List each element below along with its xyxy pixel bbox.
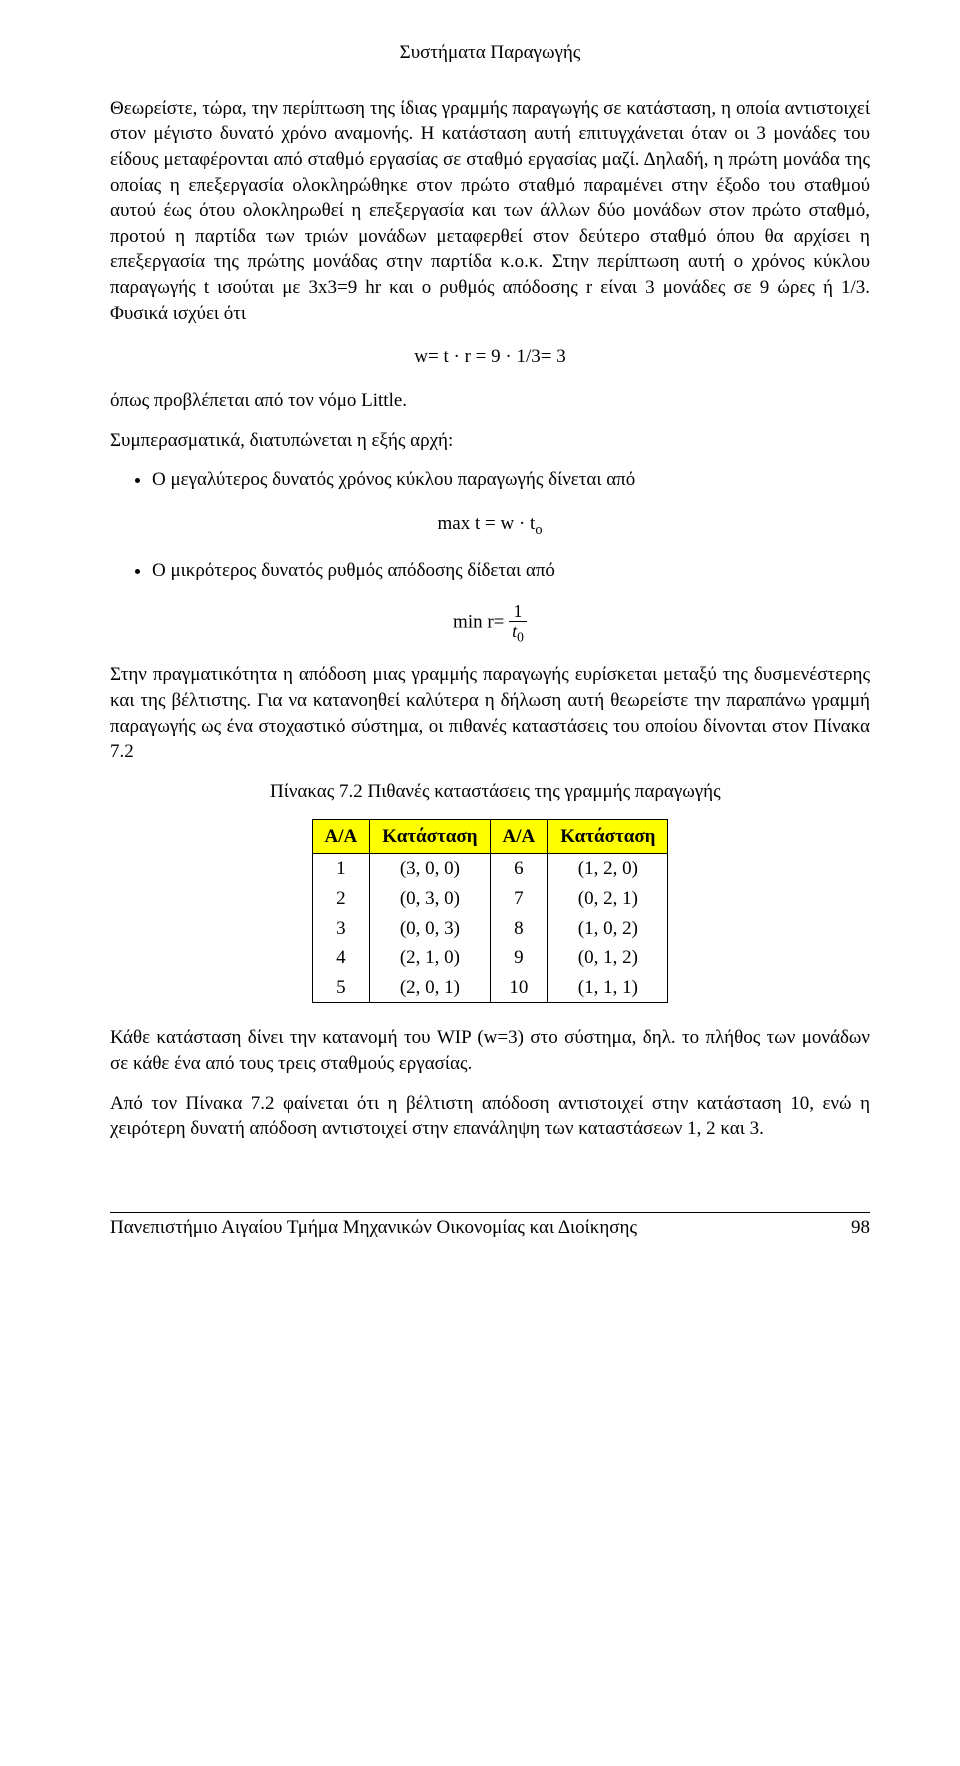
table-row: 4 (2, 1, 0) 9 (0, 1, 2) — [312, 943, 668, 973]
cell: 4 — [312, 943, 370, 973]
cell: 7 — [490, 884, 548, 914]
bullet-2: Ο μικρότερος δυνατός ρυθμός απόδοσης δίδ… — [152, 558, 870, 584]
paragraph-2: όπως προβλέπεται από τον νόμο Little. — [110, 388, 870, 414]
paragraph-1: Θεωρείστε, τώρα, την περίπτωση της ίδιας… — [110, 96, 870, 327]
eq3-den-sub: 0 — [517, 629, 524, 644]
cell: 2 — [312, 884, 370, 914]
cell: (3, 0, 0) — [370, 854, 490, 884]
cell: (1, 0, 2) — [548, 914, 668, 944]
cell: (0, 0, 3) — [370, 914, 490, 944]
cell: (1, 1, 1) — [548, 973, 668, 1003]
cell: (0, 3, 0) — [370, 884, 490, 914]
footer-left: Πανεπιστήμιο Αιγαίου Τμήμα Μηχανικών Οικ… — [110, 1215, 637, 1241]
cell: 3 — [312, 914, 370, 944]
equation-3: min r= 1 t0 — [110, 602, 870, 645]
bullet-1: Ο μεγαλύτερος δυνατός χρόνος κύκλου παρα… — [152, 467, 870, 493]
footer-page-number: 98 — [851, 1215, 870, 1241]
principles-list: Ο μεγαλύτερος δυνατός χρόνος κύκλου παρα… — [110, 467, 870, 493]
th-2: Κατάσταση — [370, 819, 490, 854]
table-row: 1 (3, 0, 0) 6 (1, 2, 0) — [312, 854, 668, 884]
table-header-row: A/A Κατάσταση A/A Κατάσταση — [312, 819, 668, 854]
cell: (2, 0, 1) — [370, 973, 490, 1003]
paragraph-4: Στην πραγματικότητα η απόδοση μιας γραμμ… — [110, 662, 870, 765]
table-row: 2 (0, 3, 0) 7 (0, 2, 1) — [312, 884, 668, 914]
cell: 8 — [490, 914, 548, 944]
paragraph-6: Από τον Πίνακα 7.2 φαίνεται ότι η βέλτισ… — [110, 1091, 870, 1142]
eq3-numerator: 1 — [509, 602, 527, 622]
equation-2: max t = w · to — [110, 511, 870, 540]
eq3-denominator: t0 — [509, 622, 527, 645]
th-1: A/A — [312, 819, 370, 854]
equation-1: w= t · r = 9 · 1/3= 3 — [110, 344, 870, 370]
cell: 9 — [490, 943, 548, 973]
cell: 6 — [490, 854, 548, 884]
paragraph-3: Συμπερασματικά, διατυπώνεται η εξής αρχή… — [110, 428, 870, 454]
eq2-sub: o — [535, 522, 542, 538]
principles-list-2: Ο μικρότερος δυνατός ρυθμός απόδοσης δίδ… — [110, 558, 870, 584]
cell: (0, 1, 2) — [548, 943, 668, 973]
th-3: A/A — [490, 819, 548, 854]
th-4: Κατάσταση — [548, 819, 668, 854]
cell: 1 — [312, 854, 370, 884]
cell: (1, 2, 0) — [548, 854, 668, 884]
table-row: 5 (2, 0, 1) 10 (1, 1, 1) — [312, 973, 668, 1003]
eq3-prefix: min r= — [453, 611, 504, 632]
eq3-fraction: 1 t0 — [509, 602, 527, 645]
cell: 10 — [490, 973, 548, 1003]
cell: (0, 2, 1) — [548, 884, 668, 914]
table-row: 3 (0, 0, 3) 8 (1, 0, 2) — [312, 914, 668, 944]
table-caption: Πίνακας 7.2 Πιθανές καταστάσεις της γραμ… — [270, 779, 870, 805]
eq2-text: max t = w · t — [438, 513, 536, 534]
paragraph-5: Κάθε κατάσταση δίνει την κατανομή του WI… — [110, 1025, 870, 1076]
states-table: A/A Κατάσταση A/A Κατάσταση 1 (3, 0, 0) … — [312, 819, 669, 1004]
cell: (2, 1, 0) — [370, 943, 490, 973]
page-footer: Πανεπιστήμιο Αιγαίου Τμήμα Μηχανικών Οικ… — [110, 1212, 870, 1241]
cell: 5 — [312, 973, 370, 1003]
page-header: Συστήματα Παραγωγής — [110, 40, 870, 66]
